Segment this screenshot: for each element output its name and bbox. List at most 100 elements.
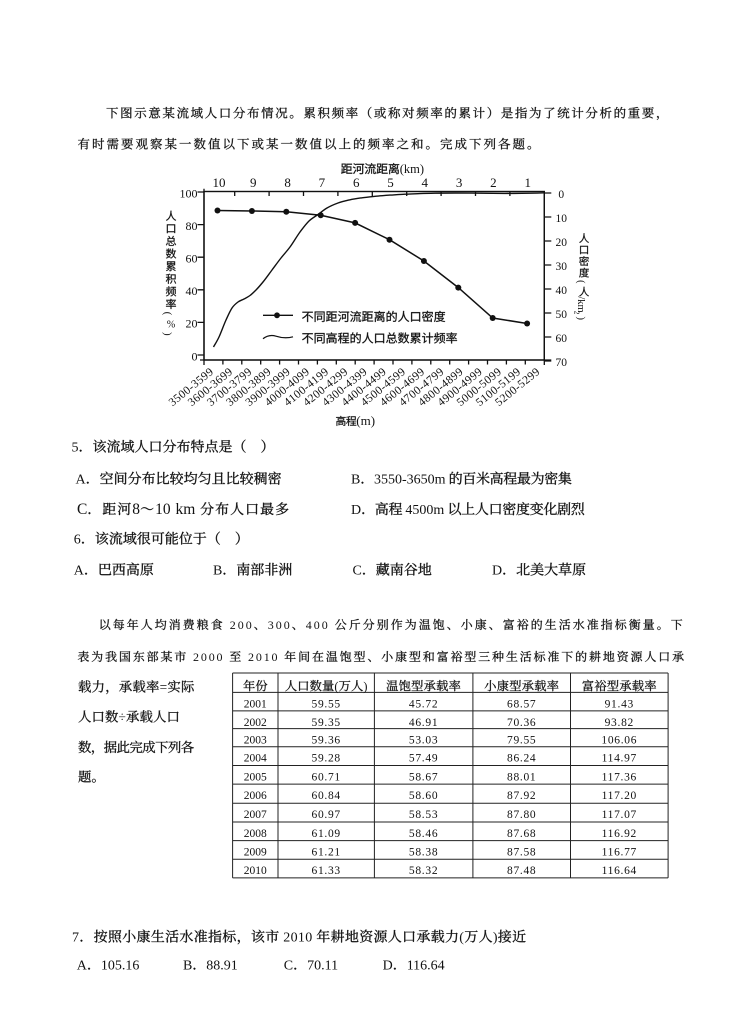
- svg-text:B: B: [213, 564, 222, 579]
- svg-text:5: 5: [387, 175, 394, 190]
- svg-text:59.28: 59.28: [312, 753, 341, 765]
- svg-text:116.77: 116.77: [602, 847, 637, 859]
- svg-text:3550-3650m: 3550-3650m: [374, 473, 446, 488]
- svg-text:2010: 2010: [283, 931, 312, 946]
- svg-text:40: 40: [556, 285, 568, 297]
- svg-text:61.09: 61.09: [312, 828, 341, 840]
- svg-text:45.72: 45.72: [409, 698, 438, 710]
- svg-text:60: 60: [186, 252, 198, 266]
- svg-text:106.06: 106.06: [601, 735, 637, 747]
- svg-text:117.20: 117.20: [602, 790, 637, 802]
- svg-text:): ): [493, 931, 498, 946]
- svg-text:87.58: 87.58: [507, 847, 536, 859]
- svg-text:400: 400: [306, 618, 330, 632]
- svg-text:59.35: 59.35: [312, 717, 341, 729]
- svg-text:53.03: 53.03: [409, 735, 438, 747]
- svg-text:2006: 2006: [244, 790, 267, 802]
- svg-text:116.64: 116.64: [602, 865, 637, 877]
- svg-text:58.67: 58.67: [409, 771, 438, 783]
- svg-text:2009: 2009: [244, 847, 267, 859]
- svg-text:116.64: 116.64: [407, 959, 445, 974]
- svg-text:10: 10: [556, 213, 568, 225]
- svg-text:km: km: [176, 501, 196, 518]
- svg-text:2007: 2007: [244, 809, 267, 821]
- svg-text:0: 0: [558, 189, 564, 201]
- svg-text:2008: 2008: [244, 828, 267, 840]
- svg-text:50: 50: [556, 309, 568, 321]
- svg-text:91.43: 91.43: [605, 698, 634, 710]
- svg-text:A: A: [76, 473, 87, 488]
- svg-text:87.92: 87.92: [507, 790, 536, 802]
- svg-text:9: 9: [250, 175, 257, 190]
- svg-text:6: 6: [353, 175, 360, 190]
- svg-text:30: 30: [556, 261, 568, 273]
- svg-text:58.53: 58.53: [409, 809, 438, 821]
- svg-text:88.01: 88.01: [507, 771, 536, 783]
- svg-text:100: 100: [180, 186, 198, 200]
- svg-text:87.48: 87.48: [507, 865, 536, 877]
- svg-text:): ): [162, 332, 174, 336]
- svg-text:=: =: [160, 680, 168, 695]
- svg-text:A: A: [74, 564, 85, 579]
- svg-text:/km: /km: [575, 296, 586, 312]
- svg-text:4500m: 4500m: [405, 503, 444, 518]
- svg-text:7: 7: [72, 931, 79, 946]
- svg-text:88.91: 88.91: [206, 959, 238, 974]
- svg-text:2002: 2002: [244, 717, 267, 729]
- svg-text:60.84: 60.84: [312, 790, 341, 802]
- svg-text:117.36: 117.36: [602, 771, 637, 783]
- svg-text:86.24: 86.24: [507, 753, 536, 765]
- svg-text:58.60: 58.60: [409, 790, 438, 802]
- svg-text:20: 20: [186, 317, 198, 331]
- svg-text:C: C: [353, 564, 362, 579]
- svg-text:46.91: 46.91: [409, 717, 438, 729]
- svg-text:D: D: [492, 564, 502, 579]
- svg-text:1: 1: [524, 175, 531, 190]
- svg-text:0: 0: [192, 349, 198, 363]
- svg-text:8: 8: [132, 501, 140, 518]
- svg-text:B: B: [183, 959, 192, 974]
- svg-text:2004: 2004: [244, 753, 267, 765]
- svg-text:%: %: [167, 320, 175, 331]
- svg-text:(m): (m): [356, 413, 375, 428]
- svg-text:): ): [363, 679, 367, 693]
- svg-text:B: B: [351, 473, 360, 488]
- svg-text:58.38: 58.38: [409, 847, 438, 859]
- svg-text:2001: 2001: [244, 698, 267, 710]
- svg-text:114.97: 114.97: [602, 753, 637, 765]
- svg-text:2000: 2000: [193, 650, 224, 664]
- svg-text:2003: 2003: [244, 735, 267, 747]
- svg-text:117.07: 117.07: [602, 809, 637, 821]
- svg-text:93.82: 93.82: [605, 717, 634, 729]
- svg-text:C: C: [77, 501, 87, 518]
- svg-text:7: 7: [319, 175, 326, 190]
- svg-text:3: 3: [456, 175, 463, 190]
- svg-text:40: 40: [186, 284, 198, 298]
- svg-text:70.36: 70.36: [507, 717, 536, 729]
- svg-text:60: 60: [556, 333, 568, 345]
- svg-text:(: (: [575, 280, 586, 284]
- svg-text:10: 10: [213, 175, 226, 190]
- svg-text:D: D: [351, 503, 361, 518]
- svg-text:5: 5: [72, 441, 79, 456]
- svg-text:300: 300: [268, 618, 292, 632]
- svg-text:60.97: 60.97: [312, 809, 341, 821]
- svg-text:10: 10: [155, 501, 171, 518]
- svg-text:87.80: 87.80: [507, 809, 536, 821]
- svg-text:87.68: 87.68: [507, 828, 536, 840]
- svg-text:(: (: [162, 312, 174, 316]
- svg-text:79.55: 79.55: [507, 735, 536, 747]
- svg-text:6: 6: [74, 533, 81, 548]
- svg-text:70: 70: [556, 357, 568, 369]
- svg-text:(km): (km): [400, 162, 424, 176]
- svg-text:2010: 2010: [244, 865, 267, 877]
- svg-text:116.92: 116.92: [602, 828, 637, 840]
- svg-text:2: 2: [490, 175, 497, 190]
- svg-text:59.36: 59.36: [312, 735, 341, 747]
- svg-text:200: 200: [230, 618, 254, 632]
- svg-text:A: A: [77, 959, 88, 974]
- svg-text:4: 4: [422, 175, 429, 190]
- svg-text:÷: ÷: [119, 710, 126, 725]
- svg-text:61.33: 61.33: [312, 865, 341, 877]
- svg-text:20: 20: [556, 237, 568, 249]
